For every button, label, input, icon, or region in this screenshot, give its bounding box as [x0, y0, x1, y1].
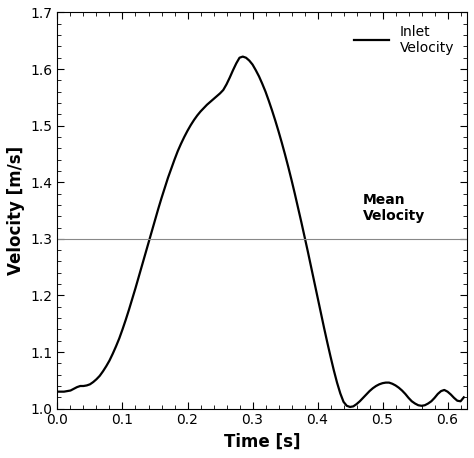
Legend: Inlet
Velocity: Inlet Velocity	[349, 19, 460, 61]
Text: Mean
Velocity: Mean Velocity	[363, 193, 425, 223]
Y-axis label: Velocity [m/s]: Velocity [m/s]	[7, 146, 25, 275]
X-axis label: Time [s]: Time [s]	[224, 433, 301, 451]
